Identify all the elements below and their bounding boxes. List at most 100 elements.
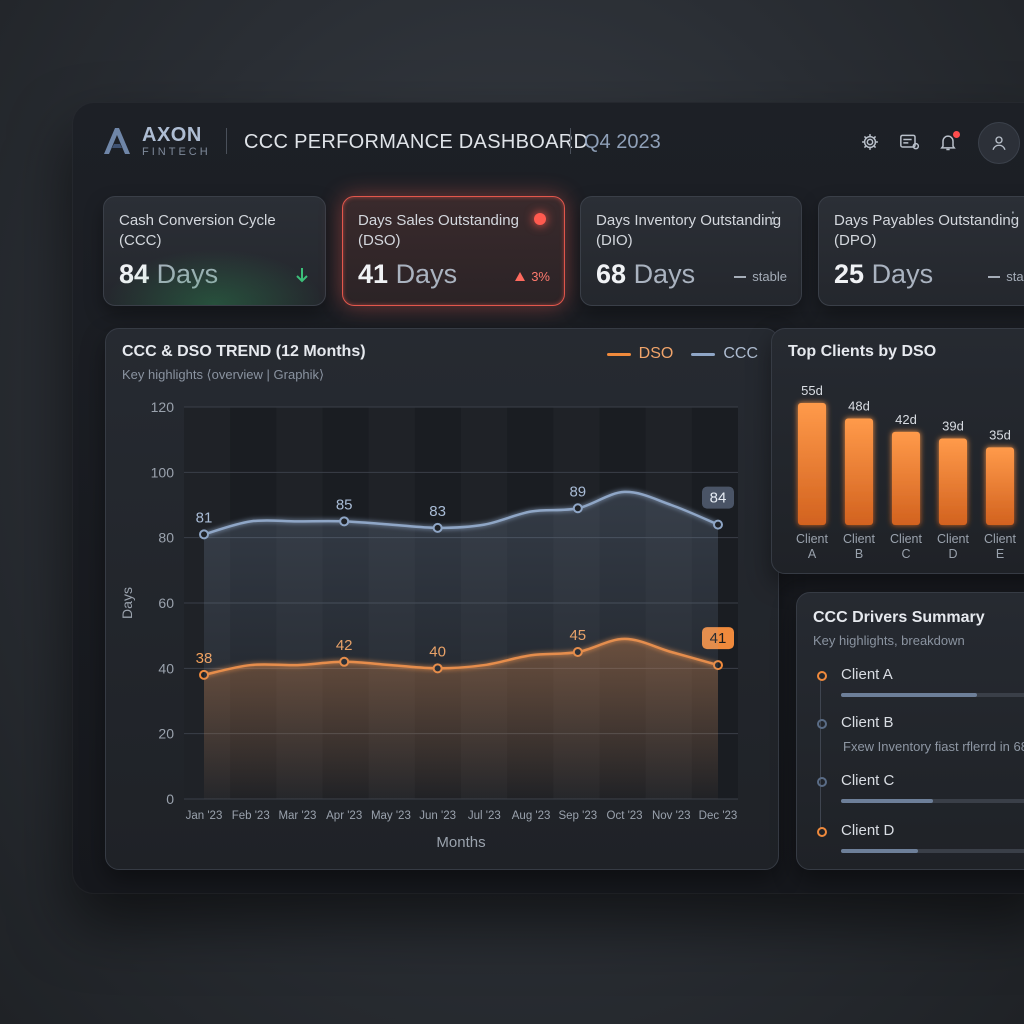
bar-value-label: 55d	[801, 383, 823, 398]
bar[interactable]	[939, 438, 967, 525]
bar-value-label: 35d	[989, 427, 1011, 442]
x-tick-label: Aug '23	[512, 810, 551, 822]
bar-category-label: B	[855, 547, 863, 561]
x-axis-title: Months	[436, 834, 485, 851]
y-tick-label: 20	[158, 726, 174, 742]
bar-category-label: Client	[843, 532, 875, 546]
header-divider	[226, 128, 227, 154]
y-tick-label: 0	[166, 791, 174, 807]
gear-icon	[862, 134, 878, 150]
report-settings-button[interactable]	[898, 130, 922, 154]
avatar[interactable]	[978, 122, 1020, 164]
kpi-card-dso[interactable]: Days Sales Outstanding (DSO) 41 Days 3%	[342, 196, 565, 306]
driver-progress	[841, 693, 1024, 697]
bar[interactable]	[986, 447, 1014, 525]
header-divider	[570, 128, 571, 154]
bar-category-label: C	[901, 547, 910, 561]
report-gear-icon	[900, 134, 920, 150]
driver-dot	[817, 719, 827, 729]
driver-label: Client B	[841, 714, 894, 731]
legend-item-ccc[interactable]: CCC	[691, 345, 758, 363]
x-tick-label: Mar '23	[278, 810, 316, 822]
arrow-down-icon	[296, 268, 308, 283]
kpi-card-dpo[interactable]: Days Payables Outstanding (DPO) ⋮ 25 Day…	[818, 196, 1024, 306]
bar-category-label: Client	[796, 532, 828, 546]
data-label: 85	[336, 496, 353, 513]
driver-progress	[841, 849, 1024, 853]
x-tick-label: May '23	[371, 810, 411, 822]
y-tick-label: 100	[151, 464, 175, 480]
bar-category-label: Client	[937, 532, 969, 546]
data-label: 89	[569, 483, 586, 500]
series-area-ccc	[204, 491, 718, 799]
period-label[interactable]: Q4 2023	[584, 131, 661, 153]
legend-item-dso[interactable]: DSO	[606, 345, 673, 363]
x-tick-label: Oct '23	[607, 810, 643, 822]
kpi-trend	[295, 267, 309, 283]
bar[interactable]	[892, 431, 920, 525]
driver-dot	[817, 671, 827, 681]
triangle-up-icon	[515, 272, 526, 281]
kpi-label: Days Payables Outstanding (DPO)	[834, 212, 1020, 249]
user-icon	[992, 136, 1006, 151]
dash-icon	[988, 275, 1001, 278]
series-line-ccc	[203, 490, 719, 536]
x-tick-label: Jun '23	[419, 810, 456, 822]
top-clients-title: Top Clients by DSO	[788, 343, 937, 360]
more-options-icon[interactable]: ⋮	[765, 210, 781, 227]
kpi-label: Days Inventory Outstanding (DIO)	[596, 212, 782, 249]
dashboard-panel: AXON FINTECH CCC PERFORMANCE DASHBOARD Q…	[72, 102, 1024, 894]
driver-note: Fxew Inventory fiast rflerrd in 68	[843, 739, 1024, 754]
data-point[interactable]	[713, 519, 723, 530]
bar-category-label: A	[808, 547, 817, 561]
y-tick-label: 40	[158, 660, 174, 676]
y-axis-title: Days	[119, 587, 135, 619]
kpi-value: 68 Days	[596, 259, 696, 289]
kpi-card-ccc[interactable]: Cash Conversion Cycle (CCC) 84 Days	[103, 196, 326, 306]
data-point[interactable]	[199, 529, 209, 540]
bar-value-label: 39d	[942, 418, 964, 433]
page-title: CCC PERFORMANCE DASHBOARD	[244, 131, 589, 153]
top-clients-card: Top Clients by DSO 55d Client A 48d Client B 4…	[771, 328, 1024, 574]
logo[interactable]: AXON FINTECH	[100, 124, 211, 158]
top-clients-chart: 55dClientA48dClientB42dClientC39dClientD…	[796, 383, 1016, 561]
driver-label: Client C	[841, 772, 895, 789]
data-point[interactable]	[339, 516, 350, 527]
alert-indicator	[534, 213, 546, 225]
logo-subtitle: FINTECH	[142, 145, 211, 158]
kpi-card-dio[interactable]: Days Inventory Outstanding (DIO) ⋮ 68 Da…	[580, 196, 802, 306]
kpi-label: Days Sales Outstanding (DSO)	[358, 212, 519, 249]
y-tick-label: 60	[158, 595, 174, 611]
drivers-title: CCC Drivers Summary	[813, 609, 985, 626]
data-point[interactable]	[432, 522, 443, 533]
settings-button[interactable]	[858, 130, 882, 154]
x-tick-label: Nov '23	[652, 810, 691, 822]
kpi-value: 84 Days	[119, 259, 219, 289]
driver-label: Client D	[841, 822, 895, 839]
notification-dot	[953, 131, 960, 138]
bar[interactable]	[798, 403, 826, 525]
more-options-icon[interactable]: ⋮	[1005, 210, 1021, 227]
data-label: 83	[429, 503, 446, 520]
axon-logo-icon	[104, 128, 130, 154]
kpi-trend: stable	[988, 269, 1024, 284]
x-tick-label: Jul '23	[468, 810, 501, 822]
x-tick-label: Apr '23	[326, 810, 362, 822]
chart-legend: DSO CCC	[606, 345, 758, 363]
dash-icon	[734, 275, 747, 278]
bell-icon	[940, 135, 956, 151]
bar-value-label: 48d	[848, 399, 870, 414]
notifications-button[interactable]	[936, 130, 960, 154]
trend-chart: 0 20 40 60 80 100 120 Jan '23 Feb '23 Mar '23 Apr …	[119, 399, 738, 851]
bar[interactable]	[845, 418, 873, 525]
drivers-connector	[820, 679, 821, 829]
x-tick-label: Sep '23	[558, 810, 597, 822]
drivers-card: CCC Drivers Summary Key highlights, brea…	[796, 592, 1024, 870]
driver-dot	[817, 777, 827, 787]
kpi-trend: stable	[734, 269, 787, 284]
kpi-trend: 3%	[515, 269, 550, 284]
driver-label: Client A	[841, 666, 893, 683]
kpi-label: Cash Conversion Cycle (CCC)	[119, 212, 276, 249]
data-point[interactable]	[572, 503, 583, 514]
kpi-value: 25 Days	[834, 259, 934, 289]
